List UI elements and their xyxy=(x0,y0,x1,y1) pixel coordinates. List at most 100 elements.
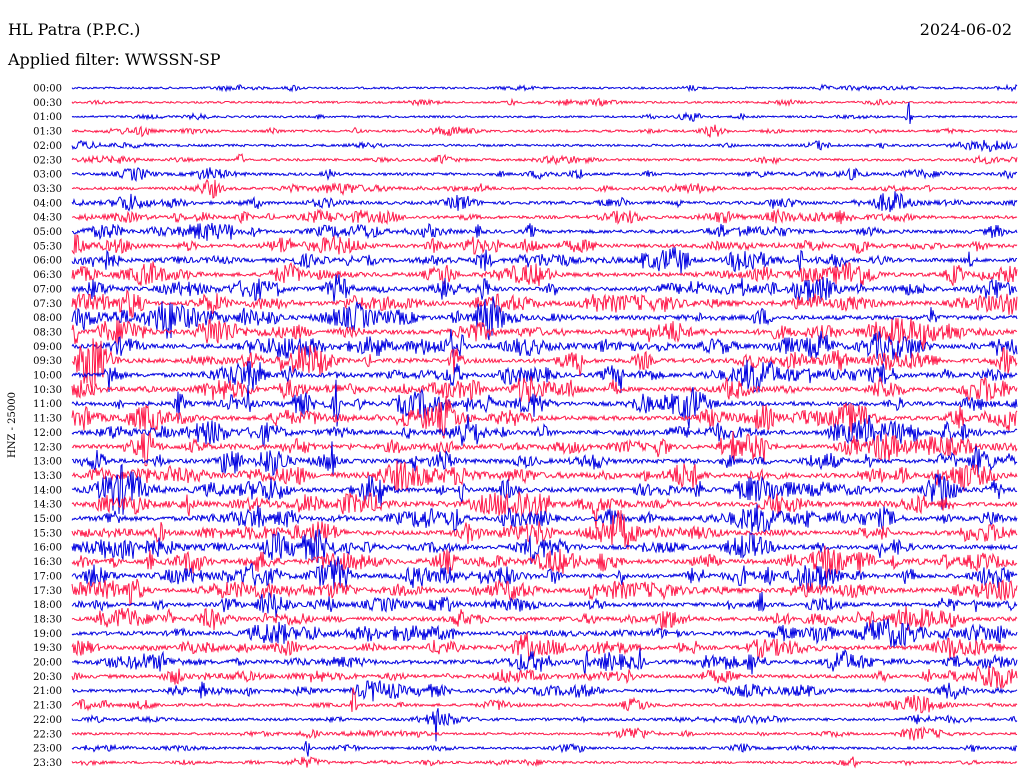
row-time-label: 15:30 xyxy=(33,528,62,539)
row-time-label: 16:30 xyxy=(33,557,62,568)
row-time-label: 23:30 xyxy=(33,758,62,769)
row-time-label: 13:00 xyxy=(33,457,62,468)
row-time-label: 10:30 xyxy=(33,385,62,396)
trace-line xyxy=(71,317,1018,350)
row-time-label: 01:30 xyxy=(33,127,62,138)
row-time-label: 18:30 xyxy=(33,614,62,625)
trace-line xyxy=(71,396,1018,439)
row-time-label: 21:30 xyxy=(33,701,62,712)
trace-line xyxy=(71,274,1018,303)
row-time-label: 12:30 xyxy=(33,442,62,453)
trace-line xyxy=(71,153,1018,166)
trace-line xyxy=(71,167,1018,183)
trace-line xyxy=(71,510,1018,550)
trace-line xyxy=(71,687,1018,714)
row-time-label: 12:00 xyxy=(33,428,62,439)
row-time-label: 06:00 xyxy=(33,256,62,267)
row-time-label: 03:30 xyxy=(33,184,62,195)
trace-line xyxy=(71,375,1018,404)
trace-line xyxy=(71,83,1018,93)
trace-line xyxy=(71,414,1018,447)
row-time-label: 22:00 xyxy=(33,715,62,726)
trace-line xyxy=(72,648,1018,676)
date-label: 2024-06-02 xyxy=(919,20,1012,39)
trace-line xyxy=(71,680,1018,702)
trace-line xyxy=(71,208,1018,225)
row-time-label: 19:30 xyxy=(33,643,62,654)
row-time-label: 19:00 xyxy=(33,629,62,640)
row-time-label: 01:00 xyxy=(33,112,62,123)
row-time-label: 08:30 xyxy=(33,327,62,338)
row-time-label: 09:00 xyxy=(33,342,62,353)
trace-line xyxy=(71,665,1018,689)
trace-line xyxy=(71,222,1018,241)
row-time-label: 09:30 xyxy=(33,356,62,367)
trace-line xyxy=(71,329,1018,363)
trace-line xyxy=(71,296,1018,341)
row-time-label: 17:30 xyxy=(33,586,62,597)
row-time-label: 02:00 xyxy=(33,141,62,152)
trace-line xyxy=(71,756,1018,769)
trace-line xyxy=(71,632,1018,662)
row-time-label: 04:30 xyxy=(33,213,62,224)
row-time-label: 14:30 xyxy=(33,500,62,511)
trace-line xyxy=(71,463,1018,515)
row-time-label: 08:00 xyxy=(33,313,62,324)
row-time-label: 15:00 xyxy=(33,514,62,525)
trace-line xyxy=(71,725,1018,741)
trace-line xyxy=(71,545,1018,581)
trace-line xyxy=(71,102,1018,125)
row-time-label: 13:30 xyxy=(33,471,62,482)
traces xyxy=(71,83,1018,769)
trace-line xyxy=(71,430,1018,467)
y-axis-label: HNZ - 25000 xyxy=(7,392,18,458)
trace-line xyxy=(71,178,1018,199)
row-time-label: 02:30 xyxy=(33,155,62,166)
trace-line xyxy=(71,288,1018,319)
row-time-label: 14:00 xyxy=(33,485,62,496)
trace-line xyxy=(71,441,1018,477)
trace-line xyxy=(71,379,1018,429)
row-time-label: 00:00 xyxy=(33,84,62,95)
row-time-label: 16:00 xyxy=(33,543,62,554)
station-title: HL Patra (P.P.C.) xyxy=(8,20,141,39)
row-time-label: 20:30 xyxy=(33,672,62,683)
row-labels: 00:00 00:30 01:00 01:30 02:00 02:30 03:00 03:30… xyxy=(33,84,62,769)
row-time-label: 03:00 xyxy=(33,170,62,181)
row-time-label: 10:00 xyxy=(33,371,62,382)
row-time-label: 23:00 xyxy=(33,744,62,755)
row-time-label: 17:00 xyxy=(33,571,62,582)
trace-line xyxy=(71,261,1018,288)
filter-label: Applied filter: WWSSN-SP xyxy=(8,50,221,69)
trace-line xyxy=(71,606,1018,631)
row-time-label: 11:00 xyxy=(33,399,62,410)
row-time-label: 07:30 xyxy=(33,299,62,310)
row-time-label: 07:00 xyxy=(33,284,62,295)
trace-line xyxy=(71,139,1018,153)
trace-line xyxy=(71,338,1018,392)
trace-line xyxy=(71,97,1018,108)
row-time-label: 05:00 xyxy=(33,227,62,238)
row-time-label: 11:30 xyxy=(33,414,62,425)
row-time-label: 04:00 xyxy=(33,198,62,209)
trace-line xyxy=(71,503,1018,533)
row-time-label: 00:30 xyxy=(33,98,62,109)
trace-line xyxy=(71,591,1018,617)
trace-line xyxy=(71,124,1018,138)
row-time-label: 20:00 xyxy=(33,658,62,669)
trace-line xyxy=(71,708,1018,742)
trace-line xyxy=(71,529,1018,565)
row-time-label: 22:30 xyxy=(33,729,62,740)
trace-line xyxy=(71,191,1018,213)
trace-line xyxy=(71,234,1018,255)
trace-line xyxy=(71,741,1018,757)
trace-line xyxy=(71,578,1018,607)
trace-line xyxy=(71,556,1018,593)
row-time-label: 21:00 xyxy=(33,686,62,697)
row-time-label: 06:30 xyxy=(33,270,62,281)
trace-line xyxy=(71,491,1018,529)
trace-line xyxy=(71,618,1018,648)
trace-line xyxy=(71,460,1018,492)
row-time-label: 18:00 xyxy=(33,600,62,611)
